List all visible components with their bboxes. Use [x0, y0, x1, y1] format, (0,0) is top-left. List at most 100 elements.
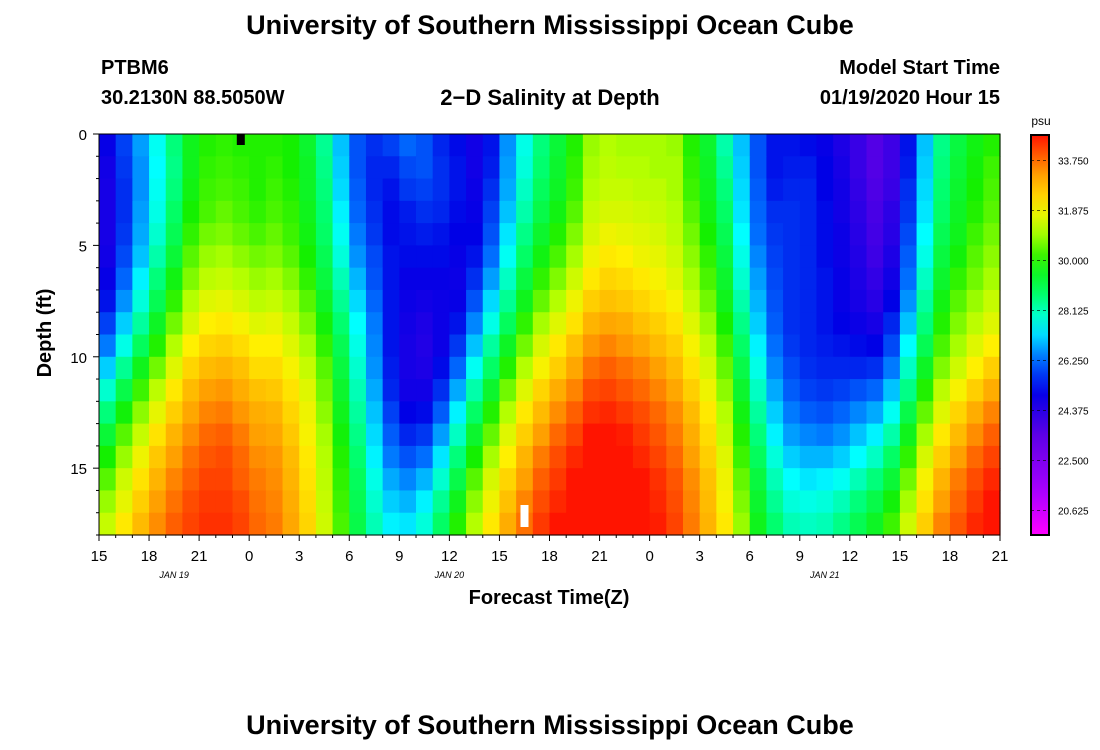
heatmap-cell	[866, 223, 884, 246]
heatmap-cell	[299, 401, 317, 425]
heatmap-cell	[749, 223, 768, 246]
heatmap-cell	[215, 379, 234, 402]
heatmap-cell	[799, 178, 818, 202]
heatmap-cell	[466, 289, 484, 313]
y-axis-ticks: 0 5 10 15	[70, 127, 99, 536]
heatmap-cell	[733, 512, 751, 536]
heatmap-cell	[666, 490, 684, 514]
heatmap-cell	[716, 200, 734, 224]
heatmap-cell	[182, 267, 200, 291]
heatmap-cell	[749, 312, 768, 336]
heatmap-cell	[699, 445, 717, 469]
heatmap-cell	[315, 401, 334, 425]
heatmap-cell	[416, 245, 434, 269]
heatmap-cell	[482, 134, 501, 157]
heatmap-cell	[566, 401, 584, 425]
heatmap-cell	[566, 134, 584, 157]
heatmap-cell	[249, 334, 267, 358]
heatmap-cell	[249, 200, 267, 224]
heatmap-cell	[983, 134, 1001, 157]
heatmap-cell	[616, 267, 634, 291]
heatmap-cell	[899, 468, 918, 492]
heatmap-cell	[516, 379, 534, 402]
heatmap-cell	[265, 178, 284, 202]
heatmap-cell	[899, 423, 918, 447]
heatmap-cell	[783, 401, 801, 425]
heatmap-cell	[265, 356, 284, 380]
heatmap-cell	[382, 468, 400, 492]
heatmap-cell	[516, 245, 534, 269]
heatmap-cell	[833, 423, 851, 447]
heatmap-cell	[132, 490, 150, 514]
heatmap-cell	[749, 245, 768, 269]
heatmap-cell	[132, 401, 150, 425]
heatmap-cell	[332, 289, 350, 313]
heatmap-cell	[783, 134, 801, 157]
heatmap-cell	[632, 445, 651, 469]
heatmap-cell	[516, 178, 534, 202]
heatmap-cell	[466, 490, 484, 514]
heatmap-cell	[682, 423, 701, 447]
heatmap-cell	[916, 379, 934, 402]
heatmap-cell	[149, 178, 167, 202]
heatmap-cell	[232, 156, 250, 180]
heatmap-cell	[766, 356, 784, 380]
heatmap-cell	[516, 401, 534, 425]
heatmap-cell	[132, 356, 150, 380]
heatmap-cell	[849, 468, 868, 492]
data-marker	[520, 505, 529, 527]
heatmap-cell	[549, 267, 567, 291]
heatmap-cell	[966, 245, 984, 269]
heatmap-cell	[816, 200, 834, 224]
heatmap-cell	[499, 423, 517, 447]
heatmap-cell	[365, 134, 384, 157]
heatmap-cell	[149, 289, 167, 313]
heatmap-cell	[649, 445, 667, 469]
heatmap-cell	[149, 245, 167, 269]
heatmap-cell	[816, 490, 834, 514]
heatmap-cell	[582, 379, 601, 402]
heatmap-cell	[582, 267, 601, 291]
heatmap-cell	[466, 312, 484, 336]
heatmap-cell	[432, 312, 450, 336]
heatmap-cell	[532, 178, 551, 202]
heatmap-cell	[682, 200, 701, 224]
heatmap-cell	[849, 289, 868, 313]
heatmap-cell	[332, 267, 350, 291]
heatmap-cell	[549, 334, 567, 358]
heatmap-cell	[299, 490, 317, 514]
heatmap-cell	[649, 334, 667, 358]
heatmap-cell	[315, 267, 334, 291]
heatmap-cell	[899, 178, 918, 202]
heatmap-cell	[132, 423, 150, 447]
heatmap-cell	[499, 312, 517, 336]
heatmap-cell	[549, 312, 567, 336]
heatmap-cell	[432, 423, 450, 447]
heatmap-cell	[282, 423, 300, 447]
heatmap-cell	[983, 401, 1001, 425]
heatmap-cell	[599, 512, 617, 536]
heatmap-cell	[833, 156, 851, 180]
heatmap-cell	[916, 267, 934, 291]
heatmap-cell	[365, 379, 384, 402]
heatmap-cell	[716, 312, 734, 336]
heatmap-cell	[849, 245, 868, 269]
heatmap-cell	[849, 178, 868, 202]
heatmap-cell	[616, 445, 634, 469]
heatmap-cell	[616, 223, 634, 246]
heatmap-cell	[783, 289, 801, 313]
heatmap-cell	[399, 312, 417, 336]
heatmap-cell	[666, 223, 684, 246]
heatmap-cell	[733, 156, 751, 180]
heatmap-cell	[349, 468, 367, 492]
heatmap-cell	[933, 512, 951, 536]
heatmap-cell	[666, 134, 684, 157]
heatmap-cell	[699, 245, 717, 269]
heatmap-cell	[149, 356, 167, 380]
heatmap-cell	[616, 512, 634, 536]
heatmap-cell	[616, 178, 634, 202]
heatmap-cell	[232, 245, 250, 269]
heatmap-cell	[983, 178, 1001, 202]
heatmap-cell	[432, 134, 450, 157]
heatmap-cell	[99, 468, 117, 492]
